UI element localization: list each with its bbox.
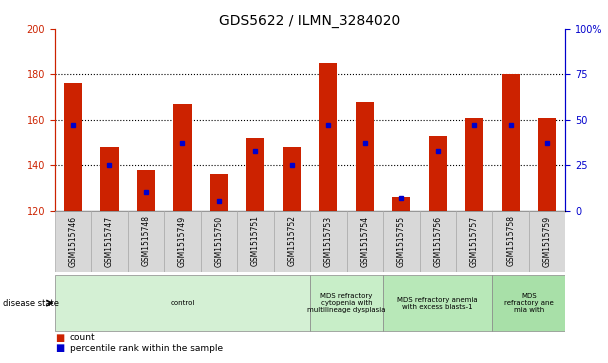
Bar [392, 197, 410, 211]
Text: GSM1515749: GSM1515749 [178, 216, 187, 266]
FancyBboxPatch shape [164, 211, 201, 272]
FancyBboxPatch shape [310, 275, 383, 331]
FancyBboxPatch shape [492, 211, 529, 272]
Text: MDS refractory anemia
with excess blasts-1: MDS refractory anemia with excess blasts… [398, 297, 478, 310]
FancyBboxPatch shape [529, 211, 565, 272]
Text: GSM1515758: GSM1515758 [506, 216, 515, 266]
FancyBboxPatch shape [274, 211, 310, 272]
Text: GSM1515746: GSM1515746 [69, 216, 77, 266]
Text: count: count [70, 333, 95, 342]
Text: GSM1515755: GSM1515755 [397, 216, 406, 266]
Text: GSM1515752: GSM1515752 [288, 216, 296, 266]
Text: GSM1515750: GSM1515750 [215, 216, 223, 266]
Text: ■: ■ [55, 343, 64, 354]
Text: GSM1515756: GSM1515756 [434, 216, 442, 266]
Text: MDS
refractory ane
mia with: MDS refractory ane mia with [504, 293, 554, 313]
FancyBboxPatch shape [201, 211, 237, 272]
Title: GDS5622 / ILMN_3284020: GDS5622 / ILMN_3284020 [219, 14, 401, 28]
Text: GSM1515751: GSM1515751 [251, 216, 260, 266]
FancyBboxPatch shape [237, 211, 274, 272]
Text: ■: ■ [55, 333, 64, 343]
Text: control: control [170, 300, 195, 306]
Bar [502, 74, 520, 211]
FancyBboxPatch shape [55, 211, 91, 272]
Text: GSM1515747: GSM1515747 [105, 216, 114, 266]
Text: GSM1515748: GSM1515748 [142, 216, 150, 266]
Text: disease state: disease state [3, 299, 59, 307]
FancyBboxPatch shape [91, 211, 128, 272]
Bar [356, 102, 374, 211]
FancyBboxPatch shape [383, 275, 492, 331]
FancyBboxPatch shape [492, 275, 565, 331]
Text: percentile rank within the sample: percentile rank within the sample [70, 344, 223, 353]
Text: GSM1515757: GSM1515757 [470, 216, 478, 266]
Bar [100, 147, 119, 211]
FancyBboxPatch shape [347, 211, 383, 272]
FancyBboxPatch shape [420, 211, 456, 272]
Bar [283, 147, 301, 211]
Text: GSM1515759: GSM1515759 [543, 216, 551, 266]
Bar [210, 174, 228, 211]
Bar [429, 136, 447, 211]
Bar [538, 118, 556, 211]
FancyBboxPatch shape [383, 211, 420, 272]
Text: MDS refractory
cytopenia with
multilineage dysplasia: MDS refractory cytopenia with multilinea… [307, 293, 386, 313]
FancyBboxPatch shape [55, 275, 310, 331]
Text: GSM1515753: GSM1515753 [324, 216, 333, 266]
Bar [137, 170, 155, 211]
FancyBboxPatch shape [310, 211, 347, 272]
Bar [465, 118, 483, 211]
Bar [319, 63, 337, 211]
Bar [246, 138, 264, 211]
Text: GSM1515754: GSM1515754 [361, 216, 369, 266]
Bar [64, 83, 82, 211]
FancyBboxPatch shape [456, 211, 492, 272]
Bar [173, 104, 192, 211]
FancyBboxPatch shape [128, 211, 164, 272]
